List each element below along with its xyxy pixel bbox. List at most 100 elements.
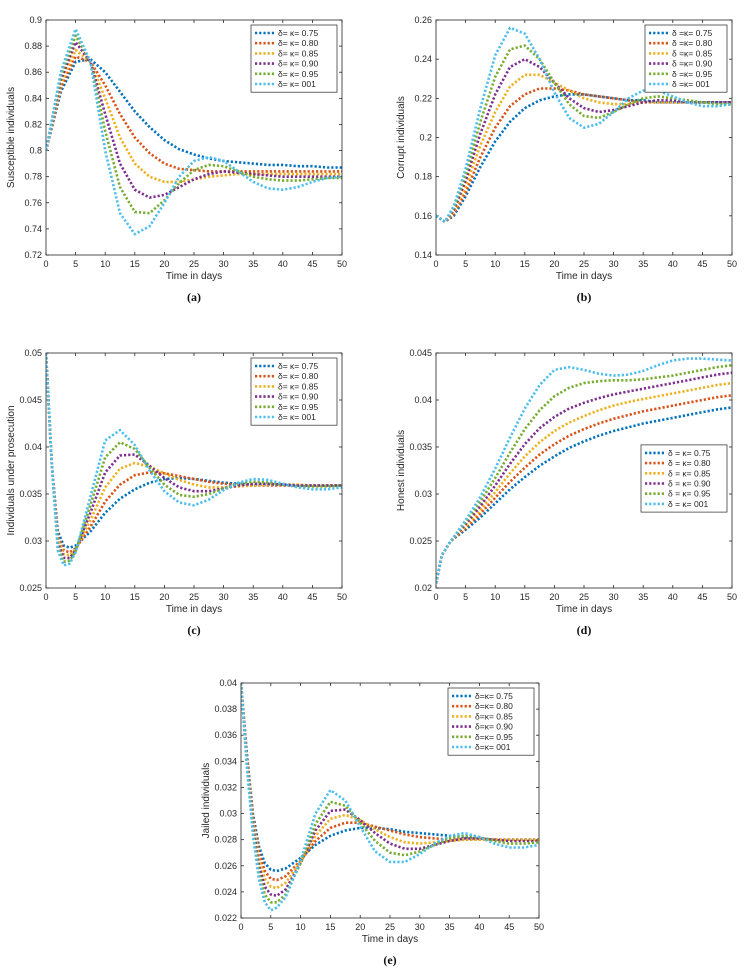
x-tick-label: 30 xyxy=(415,922,425,932)
legend-box xyxy=(250,24,338,93)
x-tick-label: 40 xyxy=(278,592,288,602)
series-line-3 xyxy=(241,683,539,890)
x-tick-label: 30 xyxy=(609,592,619,602)
y-tick-label: 0.028 xyxy=(214,835,237,845)
y-tick-label: 0.026 xyxy=(214,861,237,871)
series-line-1 xyxy=(436,406,732,584)
legend-label: δ=κ= 0.75 xyxy=(475,691,513,701)
x-tick-label: 10 xyxy=(296,922,306,932)
series-group xyxy=(241,683,539,912)
y-tick-label: 0.18 xyxy=(414,172,432,182)
legend-label: δ =κ= 0.95 xyxy=(672,69,712,79)
y-tick-label: 0.74 xyxy=(24,224,42,234)
y-tick-label: 0.036 xyxy=(214,730,237,740)
x-tick-label: 15 xyxy=(520,259,530,269)
x-tick-label: 25 xyxy=(579,592,589,602)
x-tick-label: 10 xyxy=(100,259,110,269)
y-tick-label: 0.76 xyxy=(24,198,42,208)
legend-box xyxy=(250,357,338,426)
y-tick-label: 0.24 xyxy=(414,54,432,64)
y-tick-label: 0.26 xyxy=(414,15,432,25)
x-tick-label: 45 xyxy=(307,259,317,269)
panel-c: 0 5 10 15 20 25 30 35 40 45 50 0.025 0.03 0.035 0.04 0.… xyxy=(6,348,347,637)
legend-label: δ = κ= 0.90 xyxy=(668,479,711,489)
x-tick-label: 35 xyxy=(638,259,648,269)
legend-label: δ = κ= 0.80 xyxy=(668,458,711,468)
axes-box xyxy=(240,682,540,919)
y-tick-label: 0.05 xyxy=(24,348,42,358)
legend-label: δ = κ= 0.85 xyxy=(668,468,711,478)
y-tick-label: 0.86 xyxy=(24,67,42,77)
y-tick-label: 0.8 xyxy=(29,146,42,156)
series-line-4 xyxy=(436,371,732,584)
x-tick-label: 20 xyxy=(549,259,559,269)
panel-e: 0 5 10 15 20 25 30 35 40 45 50 0.022 0.024 0.026 0.028… xyxy=(201,678,544,967)
legend-box xyxy=(447,687,535,756)
y-tick-label: 0.022 xyxy=(214,913,237,923)
y-tick-label: 0.045 xyxy=(19,395,42,405)
y-tick-label: 0.03 xyxy=(219,809,237,819)
x-tick-label: 40 xyxy=(668,592,678,602)
x-tick-label: 30 xyxy=(609,259,619,269)
legend-label: δ = κ= 001 xyxy=(668,499,708,509)
series-line-6 xyxy=(436,26,732,223)
x-tick-label: 25 xyxy=(189,259,199,269)
legend-label: δ=κ= 001 xyxy=(475,742,511,752)
x-tick-label: 35 xyxy=(445,922,455,932)
x-tick-label: 35 xyxy=(248,259,258,269)
x-tick-label: 15 xyxy=(520,592,530,602)
legend-label: δ= κ= 0.90 xyxy=(278,392,318,402)
series-line-3 xyxy=(436,73,732,223)
legend-label: δ =κ= 0.80 xyxy=(672,38,712,48)
x-tick-label: 30 xyxy=(219,592,229,602)
x-tick-label: 20 xyxy=(355,922,365,932)
x-axis-label: Time in days xyxy=(556,271,612,282)
series-group xyxy=(46,27,342,236)
legend: δ =κ= 0.75δ =κ= 0.80δ =κ= 0.85δ =κ= 0.90… xyxy=(644,24,728,93)
series-group xyxy=(436,357,732,584)
x-tick-label: 10 xyxy=(490,592,500,602)
y-tick-label: 0.024 xyxy=(214,887,237,897)
legend-box xyxy=(644,24,728,93)
series-line-2 xyxy=(46,55,342,173)
x-tick-label: 35 xyxy=(248,592,258,602)
series-group xyxy=(436,26,732,223)
y-tick-label: 0.045 xyxy=(409,348,432,358)
x-tick-label: 30 xyxy=(219,259,229,269)
y-tick-label: 0.72 xyxy=(24,250,42,260)
legend-label: δ=κ= 0.90 xyxy=(475,722,513,732)
figure-caption: (c) xyxy=(187,623,200,637)
y-tick-label: 0.22 xyxy=(414,93,432,103)
y-tick-label: 0.038 xyxy=(214,704,237,714)
y-axis-label: Jailed individuals xyxy=(201,763,212,839)
x-axis-label: Time in days xyxy=(362,934,418,945)
series-line-3 xyxy=(436,381,732,584)
x-tick-label: 50 xyxy=(534,922,544,932)
legend-label: δ= κ= 0.95 xyxy=(278,402,318,412)
legend-label: δ= κ= 0.90 xyxy=(278,59,318,69)
legend: δ = κ= 0.75δ = κ= 0.80δ = κ= 0.85δ = κ= … xyxy=(640,444,728,513)
y-tick-label: 0.03 xyxy=(24,536,42,546)
y-tick-label: 0.04 xyxy=(219,678,237,688)
legend-label: δ= κ= 0.95 xyxy=(278,69,318,79)
x-tick-label: 25 xyxy=(189,592,199,602)
series-line-5 xyxy=(436,363,732,584)
axes-box xyxy=(45,19,343,256)
y-tick-label: 0.03 xyxy=(414,489,432,499)
y-tick-label: 0.9 xyxy=(29,15,42,25)
x-tick-label: 35 xyxy=(638,592,648,602)
axes-box xyxy=(435,352,733,589)
x-tick-label: 5 xyxy=(463,592,468,602)
y-axis-label: Corrupt individuals xyxy=(396,96,407,179)
y-tick-label: 0.025 xyxy=(409,536,432,546)
y-axis-label: Honest individuals xyxy=(396,430,407,511)
x-tick-label: 45 xyxy=(504,922,514,932)
x-tick-label: 10 xyxy=(490,259,500,269)
legend-label: δ =κ= 0.90 xyxy=(672,59,712,69)
legend-label: δ= κ= 0.75 xyxy=(278,28,318,38)
legend-label: δ = κ= 0.75 xyxy=(668,448,711,458)
legend: δ= κ= 0.75δ= κ= 0.80δ= κ= 0.85δ= κ= 0.90… xyxy=(250,357,338,426)
y-tick-label: 0.02 xyxy=(414,583,432,593)
legend-label: δ= κ= 001 xyxy=(278,79,316,89)
